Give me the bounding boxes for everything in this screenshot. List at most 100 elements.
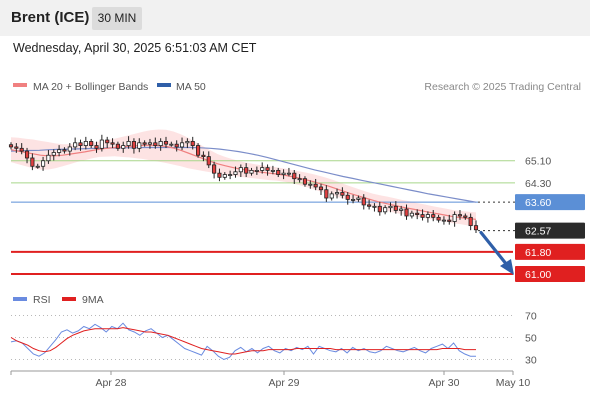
candle (260, 162, 265, 174)
candle (105, 136, 110, 149)
candle-body (361, 197, 366, 206)
candle (19, 143, 24, 155)
candle-body (126, 141, 131, 146)
candle-body (452, 214, 457, 222)
level-label: 62.57 (525, 226, 551, 238)
candle (41, 156, 46, 171)
candle (238, 164, 243, 178)
candle (158, 138, 163, 151)
candle (196, 143, 201, 158)
candle-body (222, 174, 227, 178)
candle (265, 164, 270, 176)
x-tick-label: Apr 30 (429, 377, 460, 389)
candle (399, 205, 404, 216)
level-label-box (515, 243, 585, 260)
level-label: 65.10 (525, 156, 551, 168)
candle-body (163, 141, 169, 145)
candle-body (351, 199, 356, 201)
candle-body (51, 152, 56, 156)
candle-body (94, 145, 99, 149)
candle (367, 199, 372, 210)
candle-body (62, 149, 67, 152)
candle (340, 187, 345, 199)
candle-body (367, 204, 372, 207)
candle (190, 136, 195, 150)
ma50-line (10, 146, 477, 203)
candle-body (212, 164, 217, 174)
candle-body (190, 141, 195, 146)
candle (206, 151, 211, 169)
candle-body (153, 142, 158, 146)
candle (233, 166, 238, 178)
candle (415, 209, 420, 220)
forecast-arrow (479, 230, 514, 275)
candle-body (238, 167, 243, 173)
level-label: 64.30 (525, 178, 551, 190)
candle-body (30, 157, 35, 167)
candle-body (286, 172, 291, 175)
candle-body (83, 141, 88, 146)
candle (361, 194, 366, 210)
candle-body (110, 142, 115, 145)
forecast-arrow-shaft (479, 230, 509, 267)
level-label-box (515, 222, 585, 239)
candle (169, 141, 174, 147)
candle-body (281, 172, 286, 175)
candle (270, 165, 275, 175)
research-credit: Research © 2025 Trading Central (424, 81, 581, 93)
ma20-legend-label: MA 20 + Bollinger Bands (33, 81, 148, 93)
candle-body (158, 141, 163, 146)
candle (302, 176, 308, 187)
candle (463, 213, 468, 220)
candle (174, 140, 179, 152)
candle-body (318, 186, 324, 191)
candle (115, 141, 120, 151)
x-tick-label: Apr 28 (96, 377, 127, 389)
timeframe-button[interactable]: 30 MIN (92, 7, 142, 30)
candle (383, 205, 388, 215)
ma50-legend-label: MA 50 (176, 81, 206, 93)
candle-body (404, 208, 409, 217)
rsi-legend-label: RSI (33, 294, 51, 306)
candle-body (185, 141, 190, 144)
instrument-title: Brent (ICE) (11, 9, 90, 26)
candle (163, 136, 169, 149)
candle-body (41, 160, 46, 167)
candle (334, 188, 340, 199)
ma50-path (10, 146, 477, 203)
candle-body (447, 219, 452, 222)
candle-body (206, 156, 211, 166)
candle-body (67, 146, 72, 152)
candle-body (297, 178, 302, 181)
candle (297, 174, 302, 183)
candle (324, 185, 329, 202)
candle-body (393, 205, 398, 211)
candle-body (334, 192, 340, 195)
candle (356, 195, 361, 202)
candle-body (46, 154, 51, 162)
candle-body (131, 141, 136, 149)
candle (393, 201, 398, 214)
level-label: 61.00 (525, 269, 551, 281)
candle (420, 209, 425, 221)
level-label-box (515, 265, 585, 282)
rsi-panel: 70 50 30 (10, 311, 537, 367)
candle (121, 141, 126, 153)
candle (254, 166, 259, 175)
candle-body (372, 205, 377, 208)
candle (137, 138, 142, 153)
candle (126, 136, 131, 149)
x-tick-label: May 10 (496, 377, 531, 389)
candle (313, 178, 318, 191)
candle (179, 137, 185, 151)
candle-body (217, 172, 222, 178)
candle-body (137, 142, 142, 149)
candle-body (105, 139, 110, 144)
candle (94, 141, 99, 153)
ma20-legend-swatch (13, 83, 27, 87)
candle (201, 151, 206, 162)
candle-body (265, 167, 270, 171)
rsi-tick-label: 70 (525, 311, 537, 323)
